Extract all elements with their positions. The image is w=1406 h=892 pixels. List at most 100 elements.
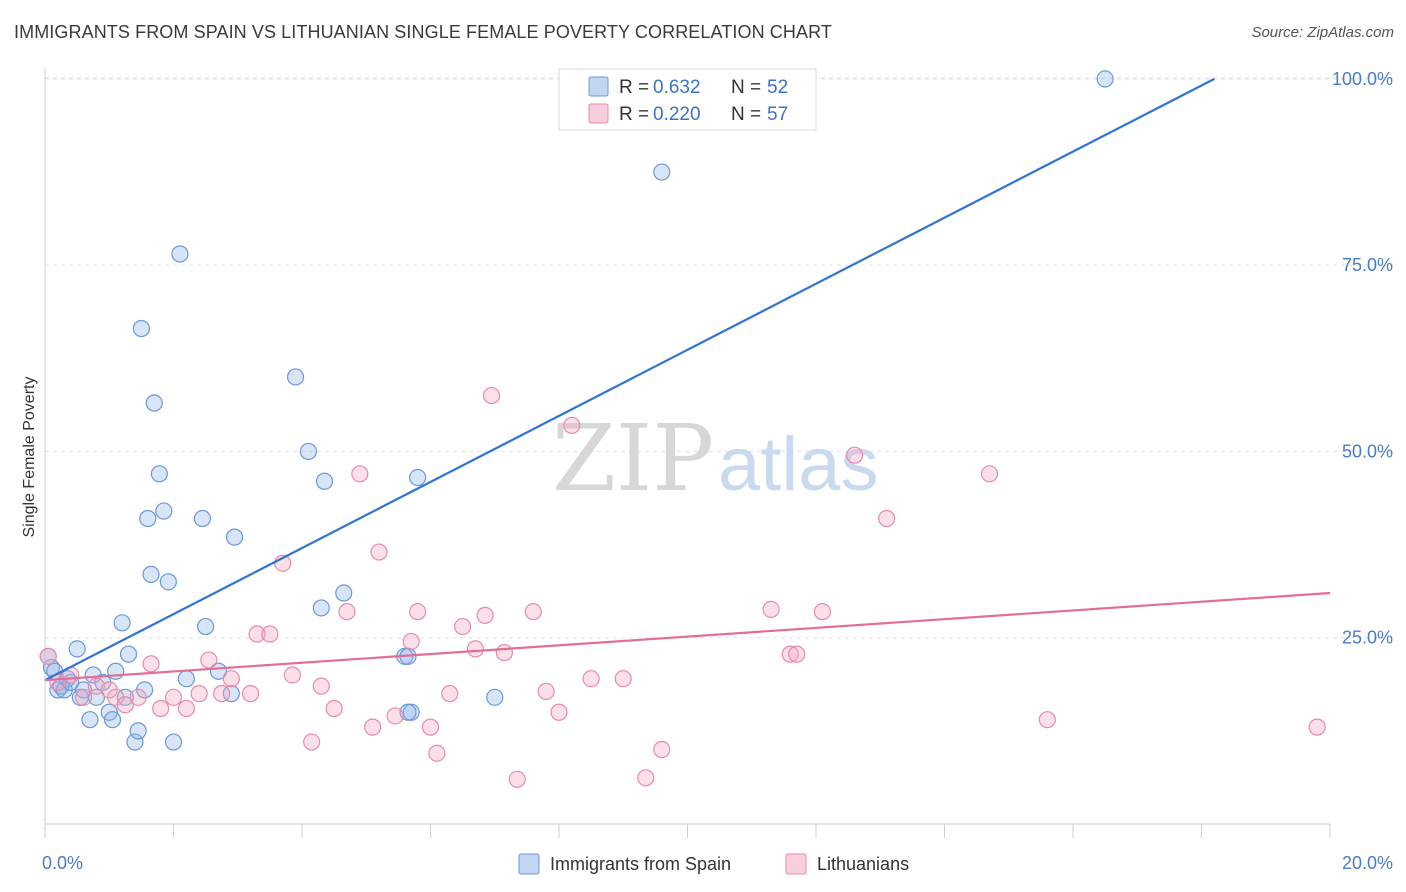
spain-point-10 [81,711,99,729]
lithuanians-point-52 [813,603,832,621]
spain-point-46 [399,703,417,721]
legend-series-label-spain: Immigrants from Spain [550,854,731,874]
lithuanians-point-7 [116,696,134,714]
lithuanians-point-17 [242,685,260,703]
spain-point-37 [225,528,244,546]
spain-point-27 [150,465,168,483]
spain-point-31 [171,245,189,263]
lithuanians-point-3 [74,688,93,706]
lithuanians-point-12 [177,699,195,718]
spain-point-48 [486,688,504,706]
axes [44,68,1331,838]
lithuanians-point-45 [582,670,600,688]
x-tick-label-0: 0.0% [42,853,83,873]
spain-point-36 [222,685,240,703]
lithuanians-point-56 [1038,711,1056,729]
lithuanians-point-4 [87,677,106,695]
lithuanians-point-18 [248,625,266,643]
legend-stats-r-label-lithuanians: R = [619,104,649,125]
legend-stats: R = 0.632 N = 52 R = 0.220 N = 57 [558,68,817,131]
spain-point-34 [197,617,215,636]
lithuanians-point-16 [222,670,240,688]
series-immigrants-from-spain-points [39,70,1114,751]
spain-point-26 [145,394,163,412]
lithuanians-point-8 [129,688,147,706]
series-lithuanians-points [39,386,1326,788]
y-tick-label-1: 50.0% [1342,441,1393,461]
spain-point-40 [312,599,330,617]
lithuanians-point-43 [550,703,568,721]
lithuanians-point-22 [303,733,321,751]
spain-point-15 [103,711,122,729]
legend-stats-swatch-spain [588,76,609,97]
lithuanians-point-30 [402,632,420,651]
legend-stats-n-spain: 52 [767,77,788,98]
lithuanians-point-28 [370,543,388,561]
lithuanians-point-42 [537,682,555,700]
lithuanians-point-51 [788,645,806,663]
spain-point-22 [132,319,150,338]
x-tick-label-1: 20.0% [1342,853,1393,873]
lithuanians-point-29 [386,707,404,725]
lithuanians-point-11 [164,688,183,706]
lithuanians-point-34 [441,685,459,703]
lithuanians-point-49 [762,600,780,619]
watermark: ZIP atlas [552,405,879,512]
legend-stats-swatch-lithuanians [588,103,609,124]
lithuanians-point-31 [409,603,427,621]
lithuanians-point-57 [1308,718,1326,736]
spain-point-47 [409,468,427,487]
lithuanians-point-36 [466,640,485,658]
legend-series-swatch-lithuanians [785,853,807,875]
lithuanians-point-55 [980,465,999,483]
legend-series-label-lithuanians: Lithuanians [817,854,909,874]
spain-point-19 [119,645,138,663]
lithuanians-point-46 [614,670,632,688]
lithuanians-point-10 [152,699,170,718]
spain-point-21 [129,722,147,740]
lithuanians-point-40 [508,770,526,788]
lithuanians-point-32 [421,718,440,736]
lithuanians-point-44 [563,416,581,434]
spain-point-7 [68,640,86,658]
y-axis-title: Single Female Poverty [21,377,38,538]
tick-labels: 25.0% 50.0% 75.0% 100.0% 0.0% 20.0% [42,69,1393,873]
spain-point-33 [193,509,212,528]
legend-stats-r-lithuanians: 0.220 [653,104,701,125]
lithuanians-point-15 [213,685,231,703]
legend-series-swatch-spain [518,853,540,875]
lithuanians-point-53 [845,446,864,464]
lithuanians-point-54 [878,509,896,528]
spain-point-30 [164,733,183,751]
legend-stats-n-label-spain: N = [731,77,761,98]
lithuanians-point-47 [637,769,655,787]
spain-point-29 [159,573,177,591]
spain-point-25 [142,565,160,583]
lithuanians-point-23 [312,677,330,695]
lithuanians-point-0 [39,647,57,665]
lithuanians-point-50 [781,645,799,663]
legend-stats-r-label-spain: R = [619,77,649,98]
lithuanians-point-14 [200,651,218,669]
lithuanians-trend-line [44,591,1331,682]
spain-point-32 [177,670,195,688]
lithuanians-point-37 [476,606,494,624]
legend-series: Immigrants from Spain Lithuanians [518,853,909,875]
trend-lines [44,77,1331,682]
lithuanians-point-33 [428,744,446,762]
y-tick-label-0: 25.0% [1342,628,1393,648]
lithuanians-point-24 [325,699,343,718]
lithuanians-point-27 [364,718,382,736]
legend-stats-n-lithuanians: 57 [767,104,788,125]
spain-point-50 [1096,70,1114,88]
spain-point-17 [113,614,131,632]
lithuanians-point-26 [351,465,369,483]
y-tick-label-2: 75.0% [1342,255,1393,275]
watermark-atlas: atlas [718,422,879,507]
lithuanians-point-41 [524,603,542,621]
spain-point-20 [126,733,144,751]
legend-stats-r-spain: 0.632 [653,77,701,98]
lithuanians-point-21 [283,666,301,684]
lithuanians-point-25 [338,603,356,621]
